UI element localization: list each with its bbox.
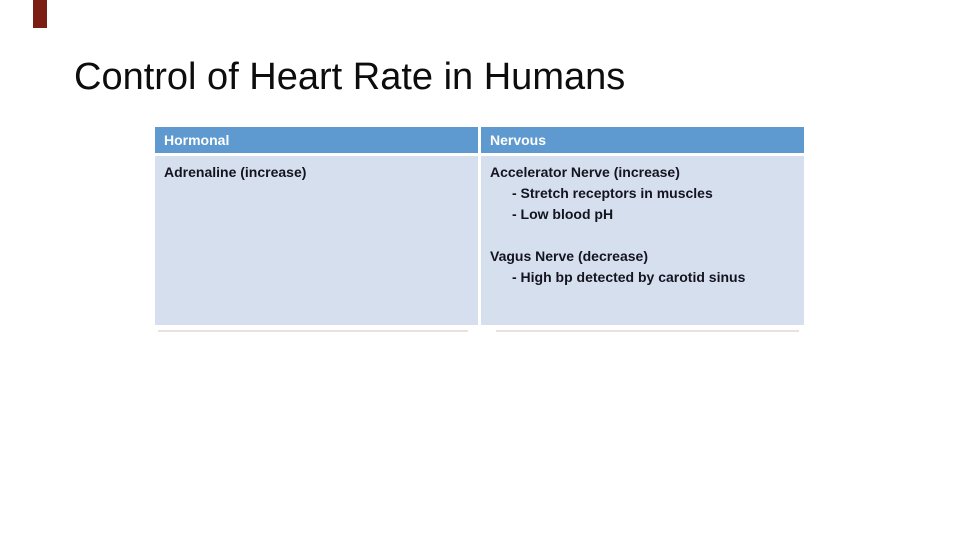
table-line xyxy=(490,225,795,246)
accent-bar xyxy=(33,0,47,28)
table-line: Adrenaline (increase) xyxy=(164,164,307,180)
table-cell-nervous: Accelerator Nerve (increase) - Stretch re… xyxy=(481,156,804,325)
heart-rate-table: Hormonal Nervous Adrenaline (increase) A… xyxy=(155,127,804,325)
table-header-hormonal: Hormonal xyxy=(155,127,478,153)
table-header-nervous: Nervous xyxy=(481,127,804,153)
table-shadow-right xyxy=(496,330,799,332)
table-line: - High bp detected by carotid sinus xyxy=(512,269,746,285)
page-title: Control of Heart Rate in Humans xyxy=(74,56,626,98)
table-line: Accelerator Nerve (increase) xyxy=(490,164,680,180)
table-line: - Stretch receptors in muscles xyxy=(512,185,713,201)
table-line: Vagus Nerve (decrease) xyxy=(490,248,648,264)
table-shadow-left xyxy=(158,330,468,332)
table-line: - Low blood pH xyxy=(512,206,614,222)
table-cell-hormonal: Adrenaline (increase) xyxy=(155,156,478,325)
